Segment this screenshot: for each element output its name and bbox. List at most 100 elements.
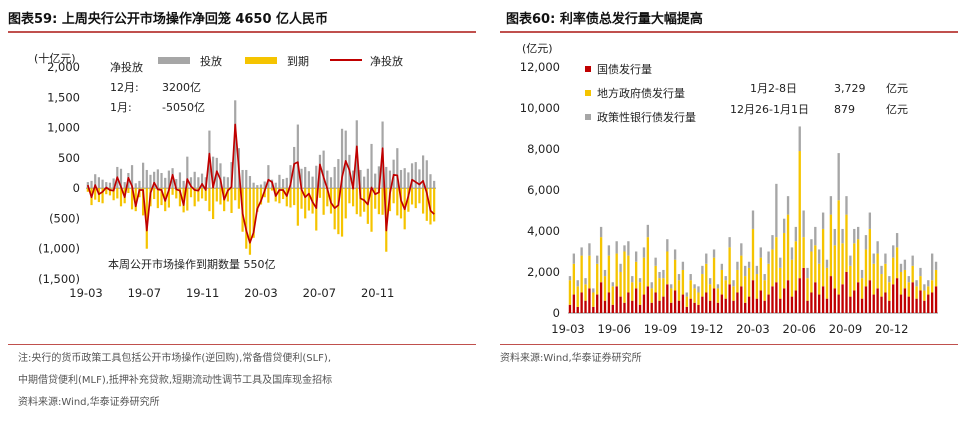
gross-bar <box>200 173 204 189</box>
difang-bar <box>631 282 634 301</box>
difang-bar <box>911 265 914 283</box>
gross-bar <box>245 169 248 189</box>
zhengce-bar <box>623 245 626 252</box>
annotation-jan-label: 1月: <box>110 101 132 114</box>
guozhai-bar <box>658 300 661 313</box>
zhengce-bar <box>642 247 646 258</box>
guozhai-bar <box>930 292 934 313</box>
zhengce-bar <box>856 226 860 240</box>
guozhai-bar <box>646 286 650 313</box>
difang-bar <box>775 237 778 283</box>
gross-bar <box>410 163 414 189</box>
guozhai-bar <box>802 267 805 313</box>
maturity-bar <box>189 188 193 198</box>
gross-bar <box>259 184 263 189</box>
right-xtick-label: 19-06 <box>598 322 631 336</box>
zhengce-bar <box>697 286 700 293</box>
zhengce-bar <box>662 269 665 279</box>
guozhai-bar <box>829 276 833 313</box>
zhengce-bar <box>771 235 774 250</box>
maturity-bar <box>127 188 130 193</box>
gross-bar <box>422 155 425 189</box>
zhengce-bar <box>619 263 622 272</box>
guozhai-bar <box>782 288 786 313</box>
difang-bar <box>794 241 798 291</box>
zhengce-bar <box>775 183 778 238</box>
guozhai-bar <box>884 292 887 313</box>
gross-bar <box>282 179 285 189</box>
maturity-bar <box>119 188 123 207</box>
guozhai-bar <box>701 296 704 313</box>
maturity-bar <box>410 188 414 205</box>
gross-bar <box>119 168 123 189</box>
gross-bar <box>156 169 159 189</box>
guozhai-bar <box>662 296 665 313</box>
zhengce-bar <box>572 253 576 264</box>
gross-bar <box>429 174 432 189</box>
difang-bar <box>849 265 852 297</box>
difang-bar <box>856 239 860 283</box>
guozhai-bar <box>584 300 587 313</box>
maturity-bar <box>344 188 347 219</box>
left-xtick-label: 20-07 <box>303 286 336 300</box>
zhengce-bar <box>927 280 930 287</box>
gross-bar <box>252 182 255 189</box>
difang-bar <box>779 267 782 299</box>
difang-bar <box>923 290 926 301</box>
maturity-bar <box>116 188 119 199</box>
difang-bar <box>623 251 626 303</box>
difang-bar <box>884 263 887 293</box>
legend-difang-swatch <box>585 90 591 96</box>
difang-bar <box>693 288 696 303</box>
difang-bar <box>798 151 801 279</box>
zhengce-bar <box>868 212 872 229</box>
guozhai-bar <box>642 294 646 313</box>
zhengce-bar <box>732 280 735 287</box>
maturity-bar <box>293 188 296 206</box>
zhengce-bar <box>759 247 762 258</box>
gross-bar <box>396 148 399 189</box>
maturity-bar <box>145 188 148 249</box>
gross-bar <box>278 174 281 189</box>
difang-bar <box>572 263 576 295</box>
maturity-bar <box>86 188 89 192</box>
guozhai-bar <box>771 286 774 313</box>
gross-bar <box>108 182 112 189</box>
guozhai-bar <box>775 282 778 313</box>
maturity-bar <box>234 188 237 201</box>
maturity-bar <box>270 188 274 191</box>
gross-bar <box>296 124 299 189</box>
guozhai-bar <box>580 292 583 313</box>
gross-bar <box>123 182 126 189</box>
zhengce-bar <box>568 276 572 281</box>
gross-bar <box>97 177 100 189</box>
maturity-bar <box>215 188 218 202</box>
zhengce-bar <box>599 226 603 238</box>
difang-bar <box>673 259 677 291</box>
maturity-bar <box>237 188 240 209</box>
guozhai-bar <box>798 278 801 313</box>
maturity-bar <box>94 188 97 200</box>
left-source-note: 注:央行的货币政策工具包括公开市场操作(逆回购),常备借贷便利(SLF), 中期… <box>18 348 478 414</box>
gross-bar <box>175 179 178 189</box>
difang-bar <box>689 280 692 299</box>
difang-bar <box>607 255 611 293</box>
guozhai-bar <box>927 294 930 313</box>
gross-bar <box>149 174 152 189</box>
zhengce-bar <box>751 210 755 229</box>
difang-bar <box>903 269 907 289</box>
difang-bar <box>611 286 614 305</box>
guozhai-bar <box>868 280 872 313</box>
difang-bar <box>654 265 657 293</box>
maturity-bar <box>112 188 115 201</box>
guozhai-bar <box>825 298 829 313</box>
zhengce-bar <box>880 265 883 275</box>
left-chart-title: 图表59: 上周央行公开市场操作净回笼 4650 亿人民币 <box>8 12 329 27</box>
guozhai-bar <box>596 294 599 313</box>
difang-bar <box>833 245 836 289</box>
difang-bar <box>724 280 727 299</box>
difang-bar <box>907 282 910 297</box>
zhengce-bar <box>634 251 638 262</box>
guozhai-bar <box>724 298 727 313</box>
maturity-bar <box>396 188 399 216</box>
